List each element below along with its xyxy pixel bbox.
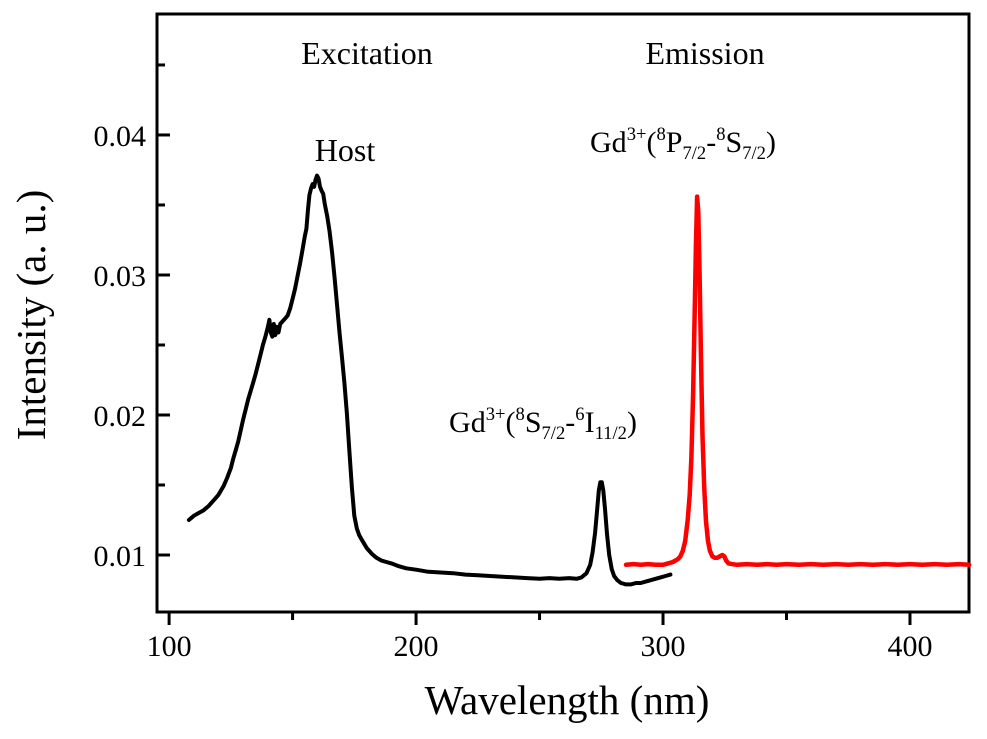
text-segment: P	[665, 126, 683, 159]
x-axis-tick-label: 100	[147, 630, 192, 663]
annotation-gd-excitation-transition: Gd3+(8S7/2-6I11/2)	[449, 404, 637, 443]
annotation-host-band: Host	[314, 132, 376, 168]
x-axis-tick-label: 400	[887, 630, 932, 663]
sup-segment: 8	[515, 404, 525, 426]
sub-segment: 7/2	[541, 422, 566, 444]
text-segment: (	[646, 126, 657, 159]
plot-frame	[155, 12, 971, 614]
sub-segment: 11/2	[594, 422, 627, 444]
x-axis-tick-label: 300	[641, 630, 686, 663]
y-axis-tick-label: 0.04	[94, 120, 147, 153]
text-segment: I	[584, 406, 595, 439]
text-segment: S	[725, 126, 743, 159]
annotation-gd-emission-transition: Gd3+(8P7/2-8S7/2)	[590, 124, 776, 163]
sup-segment: 8	[716, 124, 726, 146]
series-emission-curve	[623, 194, 972, 568]
x-axis-title: Wavelength (nm)	[424, 677, 710, 723]
text-segment: )	[765, 126, 776, 159]
annotation-excitation: Excitation	[301, 35, 433, 71]
annotation-emission: Emission	[645, 35, 765, 71]
sup-segment: 8	[656, 124, 666, 146]
text-segment: (	[505, 406, 516, 439]
sub-segment: 7/2	[742, 142, 766, 164]
text-segment: )	[626, 406, 637, 439]
sup-segment: 3+	[485, 404, 506, 426]
text-segment: Gd	[590, 126, 627, 159]
text-segment: S	[524, 406, 542, 439]
sup-segment: 6	[575, 404, 585, 426]
text-segment: Gd	[449, 406, 486, 439]
y-axis-tick-label: 0.01	[94, 540, 147, 573]
series-excitation-curve	[186, 173, 673, 587]
text-segment: -	[565, 406, 576, 439]
sub-segment: 7/2	[682, 142, 707, 164]
y-axis-tick-label: 0.03	[94, 260, 147, 293]
y-axis-title: Intensity (a. u.)	[8, 189, 54, 441]
x-axis-tick-label: 200	[394, 630, 439, 663]
y-axis-tick-label: 0.02	[94, 400, 147, 433]
sup-segment: 3+	[626, 124, 647, 146]
text-segment: -	[706, 126, 717, 159]
